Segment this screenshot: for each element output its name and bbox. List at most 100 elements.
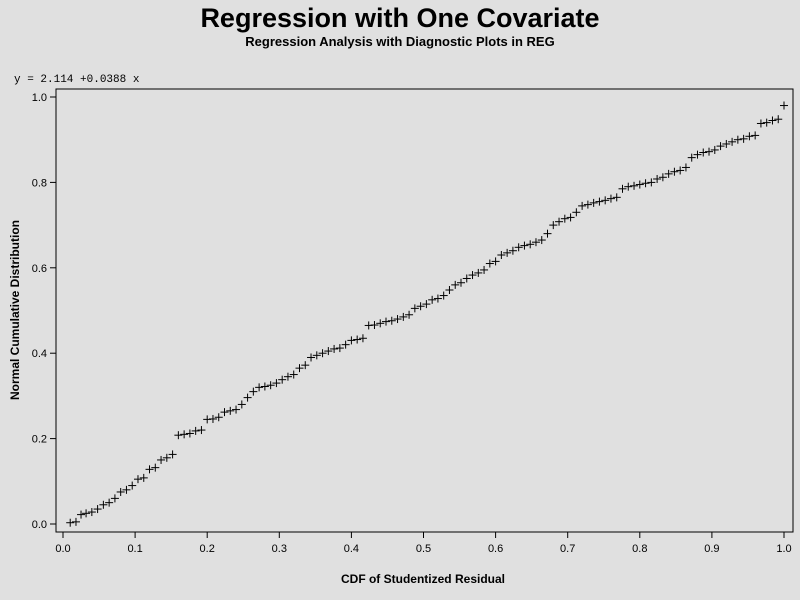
data-point: [676, 166, 685, 175]
data-point: [399, 312, 408, 321]
data-point: [624, 182, 633, 191]
data-point: [508, 246, 517, 255]
x-tick-label: 0.3: [272, 543, 287, 555]
x-tick-label: 0.1: [127, 543, 142, 555]
data-point: [358, 334, 367, 343]
data-point: [133, 475, 142, 484]
data-point: [514, 243, 523, 252]
x-tick-label: 1.0: [776, 543, 791, 555]
data-point: [728, 137, 737, 146]
data-point: [681, 163, 690, 172]
data-point: [71, 517, 80, 526]
x-tick-label: 0.0: [55, 543, 70, 555]
data-point: [468, 271, 477, 280]
data-point: [445, 286, 454, 295]
data-point: [699, 148, 708, 157]
data-point: [243, 393, 252, 402]
data-point: [278, 375, 287, 384]
data-point: [647, 178, 656, 187]
data-point: [191, 426, 200, 435]
data-point: [105, 498, 114, 507]
data-point: [168, 450, 177, 459]
data-point: [658, 173, 667, 182]
data-point: [237, 400, 246, 409]
data-point: [139, 473, 148, 482]
data-point: [560, 214, 569, 223]
x-tick-label: 0.8: [632, 543, 647, 555]
data-point: [774, 115, 783, 124]
data-point: [422, 300, 431, 309]
x-tick-label: 0.4: [344, 543, 359, 555]
data-point: [618, 184, 627, 193]
y-tick-label: 0.8: [32, 177, 47, 189]
data-point: [653, 174, 662, 183]
data-point: [705, 147, 714, 156]
data-point: [416, 302, 425, 311]
x-tick-label: 0.2: [200, 543, 215, 555]
data-point: [566, 213, 575, 222]
data-point: [710, 145, 719, 154]
data-point: [520, 241, 529, 250]
data-point: [722, 139, 731, 148]
data-point: [151, 463, 160, 472]
data-point: [197, 426, 206, 435]
data-point: [180, 430, 189, 439]
data-point: [526, 240, 535, 249]
data-point: [208, 414, 217, 423]
data-point: [693, 150, 702, 159]
data-point: [272, 379, 281, 388]
x-tick-label: 0.6: [488, 543, 503, 555]
data-point: [635, 180, 644, 189]
x-tick-label: 0.7: [560, 543, 575, 555]
regression-equation: y = 2.114 +0.0388 x: [14, 74, 140, 86]
data-point: [670, 167, 679, 176]
data-point: [491, 257, 500, 266]
data-point: [578, 201, 587, 210]
data-point: [122, 485, 131, 494]
data-point: [451, 280, 460, 289]
data-point: [410, 304, 419, 313]
data-point: [733, 135, 742, 144]
data-point: [474, 268, 483, 277]
data-point: [289, 370, 298, 379]
data-point: [301, 361, 310, 370]
data-point: [641, 179, 650, 188]
data-point: [572, 208, 581, 217]
data-points: [66, 101, 788, 527]
data-point: [82, 509, 91, 518]
data-point: [324, 347, 333, 356]
data-point: [687, 153, 696, 162]
data-point: [214, 413, 223, 422]
data-point: [549, 221, 558, 230]
data-point: [128, 481, 137, 490]
data-point: [116, 487, 125, 496]
data-point: [312, 351, 321, 360]
data-point: [485, 259, 494, 268]
x-axis: 0.0 0.1 0.2 0.3 0.4 0.5 0.6 0.7 0.8 0.9 1.0: [55, 532, 792, 555]
data-point: [353, 335, 362, 344]
data-point: [226, 406, 235, 415]
data-point: [606, 194, 615, 203]
data-point: [335, 344, 344, 353]
data-point: [531, 238, 540, 247]
y-tick-label: 0.2: [32, 434, 47, 446]
data-point: [768, 116, 777, 125]
data-point: [612, 193, 621, 202]
data-point: [220, 408, 229, 417]
data-point: [341, 340, 350, 349]
data-point: [283, 372, 292, 381]
data-point: [555, 217, 564, 226]
data-point: [266, 381, 275, 390]
data-point: [537, 236, 546, 245]
data-point: [428, 295, 437, 304]
y-axis-label: Normal Cumulative Distribution: [8, 220, 22, 400]
data-point: [87, 508, 96, 517]
data-point: [93, 505, 102, 514]
data-point: [249, 387, 258, 396]
data-point: [756, 119, 765, 128]
data-point: [716, 142, 725, 151]
data-point: [330, 344, 339, 353]
data-point: [66, 518, 75, 527]
data-point: [497, 250, 506, 259]
